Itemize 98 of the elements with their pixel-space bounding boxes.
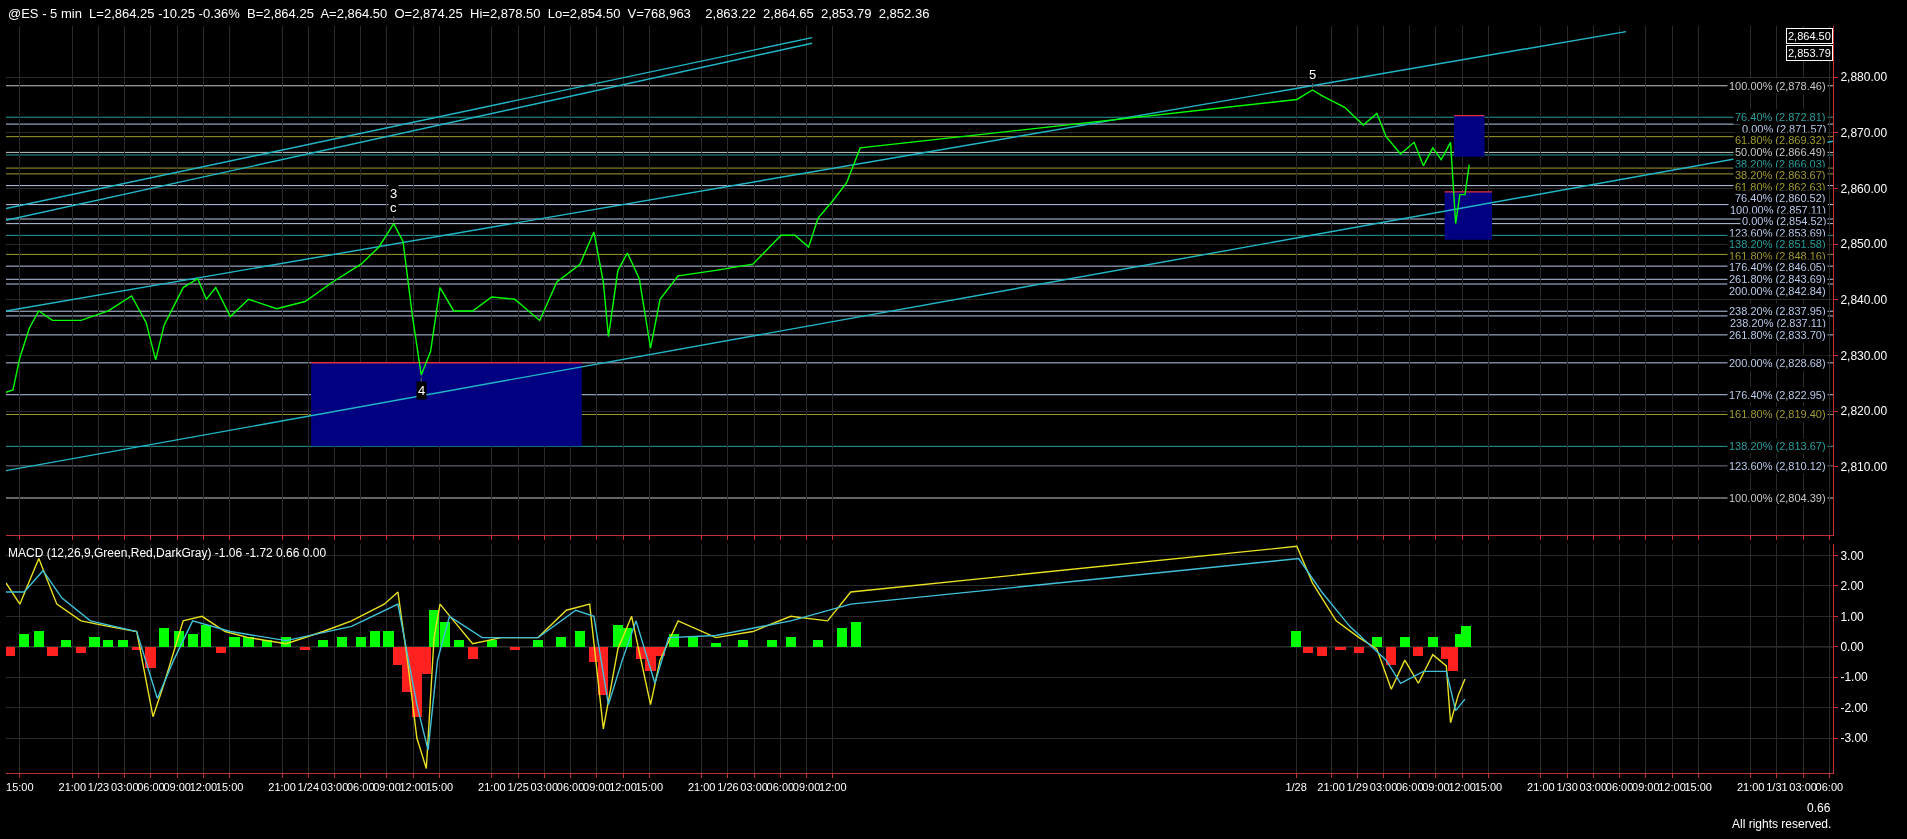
ref-line-label: 38.20% (2,866.03)	[1735, 158, 1826, 170]
ref-line-label: 123.60% (2,810.12)	[1729, 460, 1826, 472]
annotation: c	[390, 200, 397, 215]
ref-line-label: 50.00% (2,866.49)	[1735, 146, 1826, 158]
x-tick-label: 15:00	[425, 781, 454, 794]
ref-line-label: 261.80% (2,833.70)	[1729, 329, 1826, 341]
ref-line-label: 76.40% (2,872.81)	[1735, 111, 1826, 123]
ref-line-label: 61.80% (2,869.32)	[1735, 134, 1826, 146]
x-tick-label: 09:00	[1632, 781, 1660, 794]
x-tick-label: 06:00	[346, 781, 375, 794]
x-tick-label: 12:00	[1448, 781, 1476, 794]
y-tick-label: 0.00	[1840, 639, 1865, 654]
x-tick-label: 21:00	[687, 781, 716, 794]
ref-line-label: 138.20% (2,851.58)	[1729, 238, 1826, 250]
x-tick-label: 09:00	[373, 781, 401, 794]
x-tick-label: 15:00	[1474, 781, 1503, 794]
x-tick-label: 03:00	[1579, 781, 1608, 794]
x-tick-label: 03:00	[320, 781, 349, 794]
ref-line-label: 38.20% (2,863.67)	[1735, 169, 1826, 181]
x-tick-label: 1/30	[1556, 781, 1578, 794]
x-tick-label: 06:00	[556, 781, 585, 794]
x-tick-label: 06:00	[1605, 781, 1634, 794]
ref-line-label: 100.00% (2,804.39)	[1729, 492, 1826, 504]
x-tick-label: 09:00	[163, 781, 191, 794]
x-tick-label: 06:00	[766, 781, 795, 794]
x-tick-label: 03:00	[110, 781, 139, 794]
ref-line-label: 238.20% (2,837.95)	[1729, 305, 1826, 317]
ref-line-label: 200.00% (2,842.84)	[1729, 285, 1826, 297]
x-tick-label: 21:00	[1527, 781, 1555, 794]
y-tick-label: 2,830.00	[1840, 348, 1888, 363]
y-tick-label: 2,850.00	[1840, 237, 1888, 252]
annotation: 2,864.50	[1788, 30, 1831, 42]
x-tick-label: 12:00	[399, 781, 427, 794]
x-tick-label: 15:00	[6, 781, 34, 794]
ref-line-label: 261.80% (2,843.69)	[1729, 273, 1826, 285]
ref-line-label: 138.20% (2,813.67)	[1729, 440, 1826, 452]
x-tick-label: 03:00	[1789, 781, 1817, 794]
y-tick-label: -3.00	[1840, 731, 1869, 746]
x-tick-label: 1/31	[1766, 781, 1788, 794]
chart-title: MACD (12,26,9,Green,Red,DarkGray) -1.06 -1.72 0.66 0.00	[8, 546, 327, 560]
ref-line-label: 76.40% (2,860.52)	[1735, 192, 1826, 204]
x-tick-label: 15:00	[635, 781, 664, 794]
x-tick-label: 09:00	[1422, 781, 1450, 794]
x-tick-label: 03:00	[1369, 781, 1398, 794]
chart-title: @ES - 5 min L=2,864.25 -10.25 -0.36% B=2,864.25 A=2,864.50 O=2,874.25 Hi=2,878.50 Lo=2,854.50 V=768,963 2,863.22 2,864.65 2,853.79 2,852.36	[8, 6, 930, 21]
ref-line-label: 176.40% (2,822.95)	[1729, 389, 1826, 401]
x-tick-label: 21:00	[1317, 781, 1345, 794]
x-tick-label: 21:00	[58, 781, 87, 794]
x-tick-label: 21:00	[268, 781, 296, 794]
x-tick-label: 06:00	[1395, 781, 1424, 794]
ref-line-label: 0.00% (2,854.52)	[1742, 215, 1827, 227]
x-tick-label: 09:00	[792, 781, 821, 794]
x-tick-label: 12:00	[609, 781, 637, 794]
annotation: 5	[1309, 67, 1317, 82]
x-tick-label: 15:00	[1684, 781, 1712, 794]
x-tick-label: 03:00	[530, 781, 559, 794]
annotation: 4	[418, 383, 426, 398]
x-tick-label: 12:00	[1658, 781, 1686, 794]
y-tick-label: 3.00	[1840, 548, 1865, 563]
y-tick-label: 2,840.00	[1840, 293, 1888, 308]
ref-line-label: 161.80% (2,848.16)	[1729, 250, 1826, 262]
y-tick-label: 2,880.00	[1840, 70, 1888, 85]
x-tick-label: 12:00	[189, 781, 218, 794]
x-tick-label: 03:00	[740, 781, 768, 794]
x-tick-label: 21:00	[478, 781, 506, 794]
annotation: 2,853.79	[1788, 47, 1831, 59]
x-tick-label: 1/28	[1285, 781, 1307, 794]
ref-line-label: 100.00% (2,857.11)	[1730, 204, 1826, 216]
text: 0.66	[1807, 801, 1831, 815]
y-tick-label: 2,820.00	[1840, 404, 1888, 419]
x-tick-label: 1/24	[297, 781, 320, 794]
x-tick-label: 06:00	[137, 781, 165, 794]
x-tick-label: 06:00	[1815, 781, 1844, 794]
ref-line-label: 0.00% (2,871.57)	[1742, 123, 1827, 135]
ref-line-label: 176.40% (2,846.05)	[1729, 261, 1826, 273]
y-tick-label: 2,810.00	[1840, 459, 1888, 474]
y-tick-label: -2.00	[1840, 700, 1869, 715]
ref-line-label: 100.00% (2,878.46)	[1729, 80, 1826, 92]
x-tick-label: 1/23	[87, 781, 110, 794]
ref-line-label: 61.80% (2,862.63)	[1735, 181, 1826, 193]
ref-line-label: 161.80% (2,819.40)	[1729, 408, 1826, 420]
x-tick-label: 09:00	[583, 781, 611, 794]
ref-line-label: 123.60% (2,853.69)	[1729, 227, 1826, 239]
y-tick-label: 1.00	[1840, 609, 1865, 624]
y-tick-label: -1.00	[1840, 670, 1869, 685]
x-tick-label: 12:00	[819, 781, 847, 794]
y-tick-label: 2,870.00	[1840, 126, 1888, 141]
y-tick-label: 2.00	[1840, 579, 1865, 594]
text: All rights reserved.	[1732, 817, 1832, 831]
x-tick-label: 15:00	[215, 781, 244, 794]
ref-line-label: 200.00% (2,828.68)	[1729, 357, 1826, 369]
x-tick-label: 1/25	[507, 781, 529, 794]
y-tick-label: 2,860.00	[1840, 181, 1888, 196]
x-tick-label: 1/29	[1346, 781, 1369, 794]
x-tick-label: 21:00	[1736, 781, 1765, 794]
annotation: 3	[390, 186, 398, 201]
ref-line-label: 238.20% (2,837.11)	[1730, 317, 1826, 329]
x-tick-label: 1/26	[717, 781, 739, 794]
